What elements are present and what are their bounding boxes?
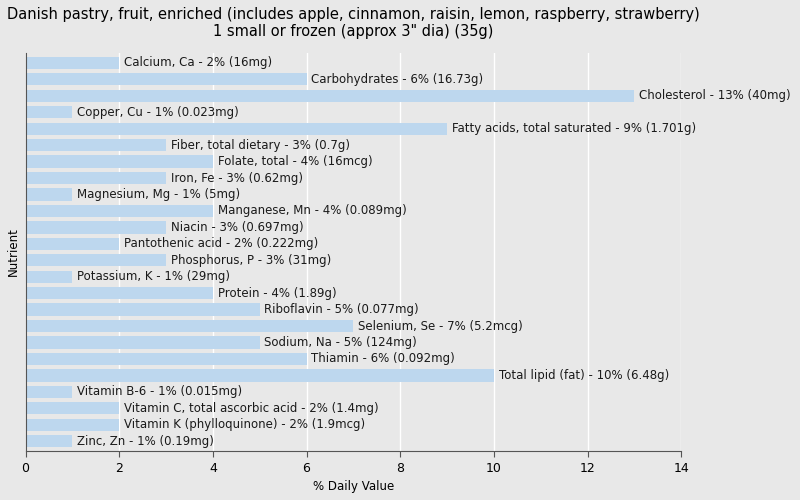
Bar <box>26 353 306 365</box>
Text: Magnesium, Mg - 1% (5mg): Magnesium, Mg - 1% (5mg) <box>77 188 240 201</box>
Y-axis label: Nutrient: Nutrient <box>7 228 20 276</box>
Bar <box>26 73 306 86</box>
Bar <box>26 172 166 184</box>
Bar <box>26 287 213 300</box>
Bar <box>26 156 213 168</box>
Text: Protein - 4% (1.89g): Protein - 4% (1.89g) <box>218 286 336 300</box>
Bar <box>26 336 260 348</box>
Text: Manganese, Mn - 4% (0.089mg): Manganese, Mn - 4% (0.089mg) <box>218 204 406 218</box>
Bar <box>26 56 119 69</box>
Bar <box>26 139 166 151</box>
Bar <box>26 435 72 448</box>
Text: Phosphorus, P - 3% (31mg): Phosphorus, P - 3% (31mg) <box>170 254 331 267</box>
Text: Vitamin B-6 - 1% (0.015mg): Vitamin B-6 - 1% (0.015mg) <box>77 386 242 398</box>
Title: Danish pastry, fruit, enriched (includes apple, cinnamon, raisin, lemon, raspber: Danish pastry, fruit, enriched (includes… <box>7 7 700 40</box>
Text: Calcium, Ca - 2% (16mg): Calcium, Ca - 2% (16mg) <box>124 56 272 70</box>
Bar <box>26 369 494 382</box>
Text: Thiamin - 6% (0.092mg): Thiamin - 6% (0.092mg) <box>311 352 455 366</box>
Text: Iron, Fe - 3% (0.62mg): Iron, Fe - 3% (0.62mg) <box>170 172 302 184</box>
Bar <box>26 90 634 102</box>
Text: Fiber, total dietary - 3% (0.7g): Fiber, total dietary - 3% (0.7g) <box>170 138 350 151</box>
Text: Folate, total - 4% (16mcg): Folate, total - 4% (16mcg) <box>218 155 372 168</box>
Bar <box>26 188 72 200</box>
Bar <box>26 122 447 135</box>
Text: Fatty acids, total saturated - 9% (1.701g): Fatty acids, total saturated - 9% (1.701… <box>452 122 696 135</box>
Bar <box>26 320 354 332</box>
Text: Vitamin C, total ascorbic acid - 2% (1.4mg): Vitamin C, total ascorbic acid - 2% (1.4… <box>124 402 378 415</box>
Bar <box>26 386 72 398</box>
Text: Copper, Cu - 1% (0.023mg): Copper, Cu - 1% (0.023mg) <box>77 106 238 118</box>
Text: Selenium, Se - 7% (5.2mcg): Selenium, Se - 7% (5.2mcg) <box>358 320 523 332</box>
Bar <box>26 270 72 283</box>
X-axis label: % Daily Value: % Daily Value <box>313 480 394 493</box>
Text: Cholesterol - 13% (40mg): Cholesterol - 13% (40mg) <box>639 90 790 102</box>
Text: Total lipid (fat) - 10% (6.48g): Total lipid (fat) - 10% (6.48g) <box>498 369 669 382</box>
Bar <box>26 106 72 118</box>
Bar <box>26 238 119 250</box>
Bar <box>26 205 213 217</box>
Text: Riboflavin - 5% (0.077mg): Riboflavin - 5% (0.077mg) <box>264 303 419 316</box>
Bar <box>26 221 166 234</box>
Bar <box>26 254 166 266</box>
Bar <box>26 418 119 431</box>
Text: Niacin - 3% (0.697mg): Niacin - 3% (0.697mg) <box>170 221 303 234</box>
Text: Sodium, Na - 5% (124mg): Sodium, Na - 5% (124mg) <box>264 336 417 349</box>
Text: Vitamin K (phylloquinone) - 2% (1.9mcg): Vitamin K (phylloquinone) - 2% (1.9mcg) <box>124 418 365 432</box>
Text: Carbohydrates - 6% (16.73g): Carbohydrates - 6% (16.73g) <box>311 73 483 86</box>
Bar <box>26 402 119 414</box>
Bar <box>26 304 260 316</box>
Text: Potassium, K - 1% (29mg): Potassium, K - 1% (29mg) <box>77 270 230 283</box>
Text: Pantothenic acid - 2% (0.222mg): Pantothenic acid - 2% (0.222mg) <box>124 238 318 250</box>
Text: Zinc, Zn - 1% (0.19mg): Zinc, Zn - 1% (0.19mg) <box>77 434 214 448</box>
